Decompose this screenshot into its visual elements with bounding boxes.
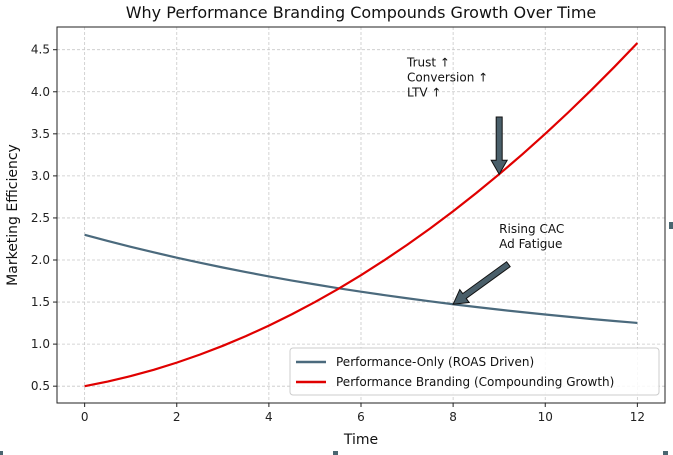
- x-tick-label: 0: [81, 410, 89, 424]
- x-axis-label: Time: [343, 432, 378, 448]
- y-tick-label: 4.0: [31, 85, 50, 99]
- legend-label-0: Performance-Only (ROAS Driven): [336, 355, 534, 369]
- ticks: 0 2 4 6 8 10 12 0.5 1.0 1.5 2.0 2.5 3.0 3.5 4.0 4.5: [31, 43, 645, 424]
- y-tick-label: 3.0: [31, 169, 50, 183]
- y-tick-label: 3.5: [31, 127, 50, 141]
- series-line-1: [84, 42, 639, 388]
- y-tick-label: 2.5: [31, 211, 50, 225]
- grid: [57, 27, 665, 403]
- annotation-text: Trust ↑: [406, 56, 450, 70]
- annotation-text: LTV ↑: [407, 86, 441, 100]
- edge-mark: [663, 451, 668, 455]
- annotation-text: Ad Fatigue: [499, 237, 562, 251]
- legend-label-1: Performance Branding (Compounding Growth…: [336, 375, 614, 389]
- annotation-arrow: [452, 261, 511, 305]
- x-tick-label: 6: [357, 410, 365, 424]
- x-tick-label: 12: [630, 410, 645, 424]
- edge-mark: [669, 222, 673, 229]
- annotation-text: Conversion ↑: [407, 71, 488, 85]
- legend: Performance-Only (ROAS Driven) Performanc…: [289, 347, 660, 396]
- legend-box: [289, 347, 660, 396]
- x-tick-label: 4: [265, 410, 273, 424]
- y-tick-label: 2.0: [31, 253, 50, 267]
- edge-mark: [333, 451, 338, 455]
- y-tick-label: 0.5: [31, 379, 50, 393]
- y-tick-label: 4.5: [31, 43, 50, 57]
- edge-mark: [0, 451, 3, 455]
- x-tick-label: 2: [173, 410, 181, 424]
- series-lines: [84, 42, 639, 388]
- x-tick-label: 8: [449, 410, 457, 424]
- chart-title: Why Performance Branding Compounds Growt…: [126, 3, 597, 22]
- y-axis-label: Marketing Efficiency: [5, 144, 21, 286]
- series-line-0: [84, 233, 638, 325]
- x-tick-label: 10: [538, 410, 553, 424]
- annotation-text: Rising CAC: [499, 222, 564, 236]
- annotation-arrow: [490, 116, 509, 176]
- y-tick-label: 1.5: [31, 295, 50, 309]
- y-tick-label: 1.0: [31, 337, 50, 351]
